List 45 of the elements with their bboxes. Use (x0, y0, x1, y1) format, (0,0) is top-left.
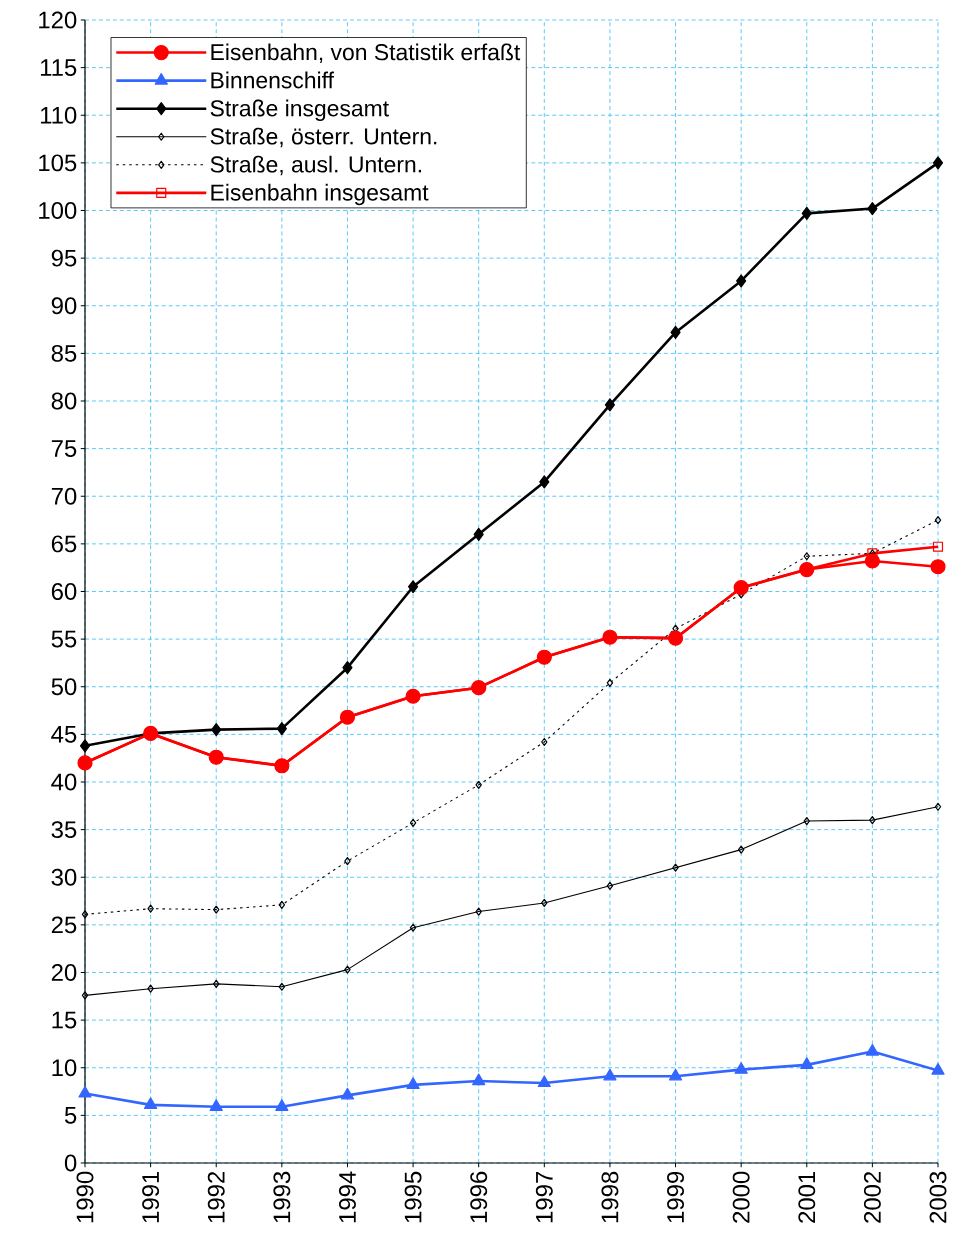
y-tick-label: 115 (40, 59, 77, 76)
x-tick-label: 1991 (142, 1171, 160, 1223)
y-tick-label: 55 (51, 630, 77, 648)
y-tick-label: 65 (51, 535, 77, 553)
x-tick-label: 1998 (601, 1171, 619, 1223)
x-tick-label: 1997 (535, 1171, 553, 1223)
y-tick-label: 5 (64, 1107, 77, 1124)
y-tick-label: 30 (51, 868, 77, 886)
y-tick-label: 0 (64, 1154, 77, 1172)
y-tick-label: 25 (51, 916, 77, 934)
x-tick-label: 2000 (732, 1171, 750, 1223)
y-tick-label: 20 (51, 964, 77, 981)
x-tick-label: 1992 (207, 1171, 225, 1223)
y-tick-label: 80 (51, 392, 77, 410)
y-tick-label: 85 (51, 344, 77, 362)
x-tick-label: 2002 (863, 1171, 881, 1223)
x-tick-label: 1999 (667, 1171, 685, 1223)
x-tick-label: 1994 (339, 1171, 356, 1223)
y-tick-label: 90 (51, 297, 77, 315)
y-tick-label: 75 (51, 440, 77, 457)
y-tick-label: 10 (52, 1059, 77, 1077)
y-tick-label: 95 (51, 249, 77, 267)
y-tick-label: 40 (51, 773, 77, 791)
legend-label: Straße, österr. Untern. (210, 127, 437, 148)
legend-label: Straße insgesamt (210, 99, 389, 121)
legend-label: Straße, ausl. Untern. (210, 155, 421, 176)
y-tick-label: 35 (51, 821, 77, 839)
x-tick-label: 1990 (76, 1171, 94, 1223)
y-tick-label: 15 (52, 1011, 77, 1029)
x-tick-label: 1995 (404, 1171, 422, 1223)
y-tick-label: 110 (40, 106, 77, 124)
legend-label: Eisenbahn, von Statistik erfaßt (211, 43, 521, 64)
y-tick-label: 45 (51, 726, 77, 743)
y-tick-label: 70 (51, 487, 77, 505)
x-tick-label: 2003 (929, 1171, 947, 1223)
y-tick-label: 105 (39, 154, 77, 172)
x-tick-label: 1993 (273, 1171, 291, 1223)
y-tick-label: 60 (51, 583, 77, 600)
x-tick-label: 1996 (470, 1171, 488, 1223)
y-tick-label: 100 (39, 202, 77, 219)
y-tick-label: 50 (51, 678, 77, 696)
y-tick-label: 120 (39, 11, 77, 29)
legend-label: Eisenbahn insgesamt (211, 183, 429, 206)
x-tick-label: 2001 (798, 1171, 816, 1223)
legend-label: Binnenschiff (211, 71, 334, 89)
